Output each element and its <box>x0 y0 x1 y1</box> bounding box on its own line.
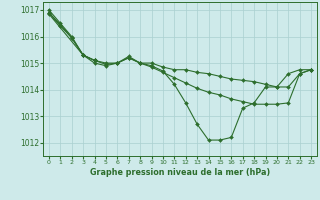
X-axis label: Graphe pression niveau de la mer (hPa): Graphe pression niveau de la mer (hPa) <box>90 168 270 177</box>
